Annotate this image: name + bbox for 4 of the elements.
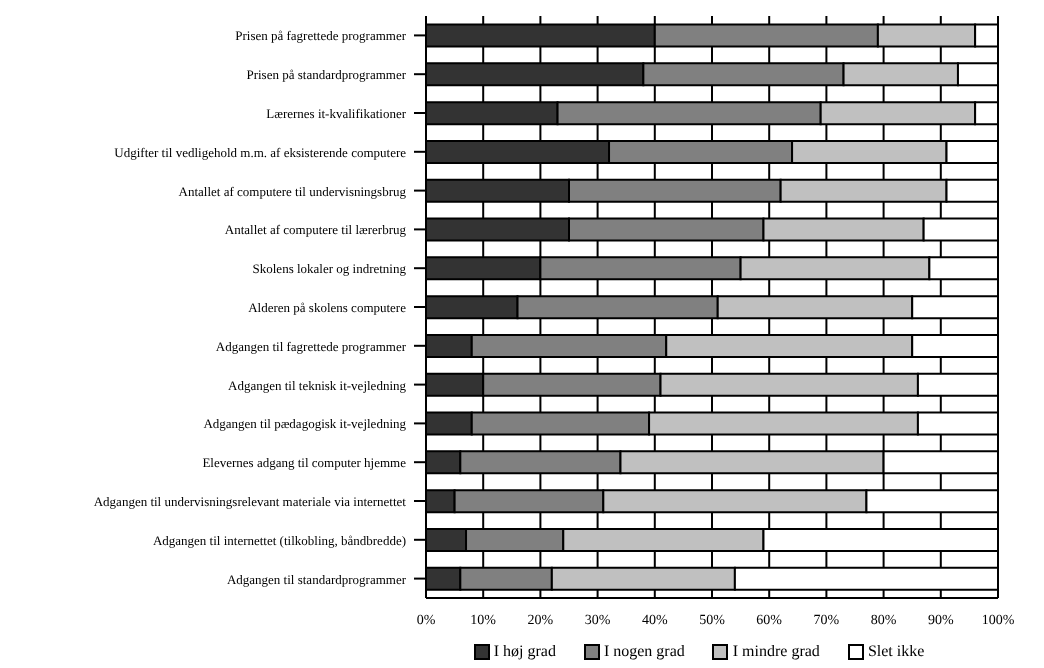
legend-label: Slet ikke <box>867 642 925 660</box>
legend-label: I høj grad <box>493 642 556 660</box>
legend-label: I nogen grad <box>603 642 685 660</box>
legend-label: I mindre grad <box>732 642 820 660</box>
